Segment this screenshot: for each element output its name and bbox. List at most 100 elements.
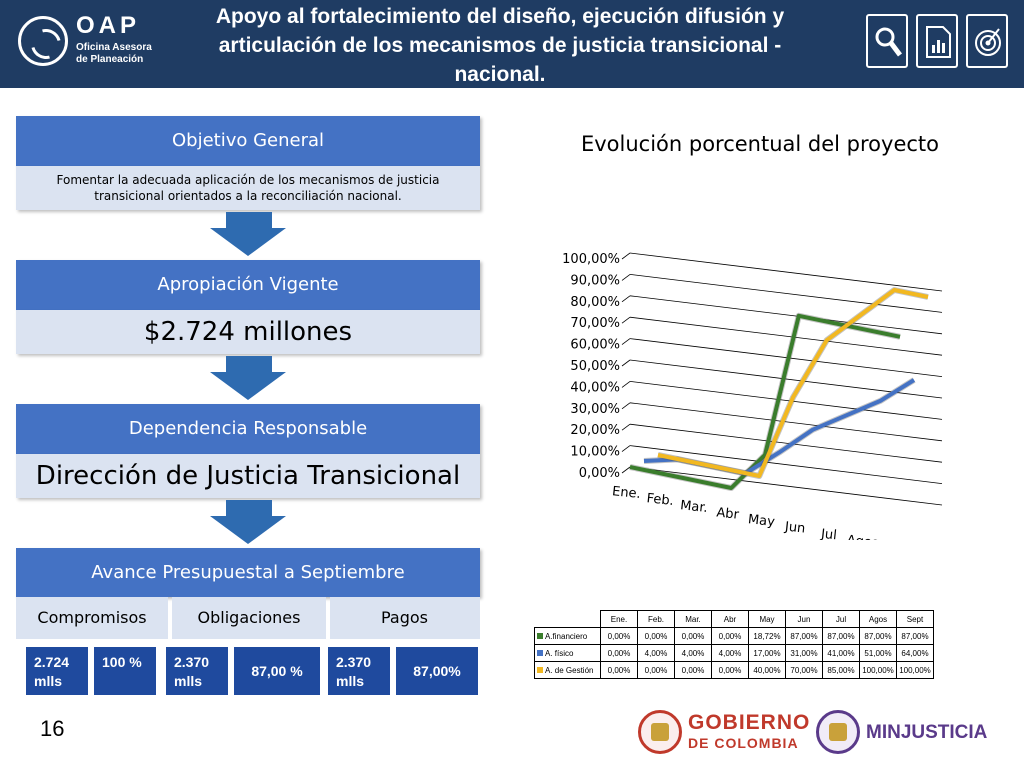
y-tick-label: 100,00% (562, 252, 620, 267)
table-cell: 4,00% (637, 644, 675, 662)
table-cell: 0,00% (711, 627, 749, 645)
legend-swatch (537, 650, 543, 657)
x-tick-label: Jun (783, 519, 806, 536)
magnifier-icon[interactable] (866, 14, 908, 68)
obligaciones-pct: 87,00 % (232, 645, 322, 697)
compromisos-value: 2.724 mlls (24, 645, 90, 697)
oap-logo-icon (18, 16, 68, 66)
dependencia-title: Dependencia Responsable (16, 404, 480, 454)
table-header-cell: Mar. (674, 610, 712, 628)
logo-main-text: OAP (76, 12, 141, 39)
series-line-a-financiero (629, 313, 901, 490)
table-header-cell: Abr (711, 610, 749, 628)
x-tick-label: Feb. (646, 491, 675, 509)
table-cell: 0,00% (600, 661, 638, 679)
y-tick-label: 10,00% (570, 445, 620, 460)
objetivo-title: Objetivo General (16, 116, 480, 166)
compromisos-pct: 100 % (92, 645, 158, 697)
table-row: A. de Gestión 0,00% 0,00% 0,00% 0,00% 40,00% 7… (534, 661, 934, 679)
y-tick-label: 40,00% (570, 380, 620, 395)
y-tick-label: 90,00% (570, 273, 620, 288)
objetivo-text: Fomentar la adecuada aplicación de los m… (16, 166, 480, 210)
gridline (629, 359, 943, 399)
table-header-cell: Jun (785, 610, 823, 628)
logo-sub-line-1: Oficina Asesora (76, 42, 152, 53)
chart-data-table: Ene. Feb. Mar. Abr May Jun Jul Agos Sept A.financ… (534, 610, 934, 679)
gridline (629, 445, 943, 484)
x-tick-label: Agos (846, 533, 879, 540)
table-row: A.financiero 0,00% 0,00% 0,00% 0,00% 18,72% 87… (534, 627, 934, 645)
y-tick-label: 60,00% (570, 338, 620, 353)
minjusticia-seal-icon (816, 710, 860, 754)
table-header-row: Ene. Feb. Mar. Abr May Jun Jul Agos Sept (535, 610, 934, 628)
gridline (629, 274, 943, 313)
table-cell: 0,00% (637, 661, 675, 679)
x-tick-label: Mar. (679, 498, 708, 516)
table-header-cell: Jul (822, 610, 860, 628)
legend-swatch (537, 667, 543, 674)
logo-sub-line-2: de Planeación (76, 54, 144, 65)
target-icon[interactable] (966, 14, 1008, 68)
table-header-cell: May (748, 610, 786, 628)
table-cell: 0,00% (637, 627, 675, 645)
gridline-side (621, 274, 631, 281)
table-cell: 0,00% (600, 644, 638, 662)
gridline-side (621, 466, 631, 474)
obligaciones-label: Obligaciones (172, 597, 326, 639)
table-cell: 40,00% (748, 661, 786, 679)
table-cell: 51,00% (859, 644, 897, 662)
x-tick-label: May (747, 512, 776, 530)
pagos-pct: 87,00% (394, 645, 480, 697)
table-cell: 0,00% (711, 661, 749, 679)
obligaciones-value: 2.370 mlls (164, 645, 230, 697)
colombia-seal-icon (638, 710, 682, 754)
gobierno-line-1: GOBIERNO (688, 711, 811, 734)
apropiacion-title: Apropiación Vigente (16, 260, 480, 310)
gridline (629, 316, 943, 356)
avance-title: Avance Presupuestal a Septiembre (16, 548, 480, 597)
gridline-side (621, 338, 631, 345)
series-shadow (657, 287, 929, 479)
pagos-value: 2.370 mlls (326, 645, 392, 697)
series-line-a-de-gesti-n (657, 288, 929, 478)
table-cell: 0,00% (600, 627, 638, 645)
y-tick-label: 20,00% (570, 423, 620, 438)
oap-logo: OAP Oficina Asesora de Planeación (14, 10, 164, 80)
report-chart-icon[interactable] (916, 14, 958, 68)
chart-title: Evolución porcentual del proyecto (580, 132, 940, 156)
gridline (629, 295, 943, 335)
table-cell: 70,00% (785, 661, 823, 679)
y-tick-label: 80,00% (570, 295, 620, 310)
table-header-cell: Agos (859, 610, 897, 628)
table-row: A. físico 0,00% 4,00% 4,00% 4,00% 17,00% 31,00… (534, 644, 934, 662)
table-cell: 0,00% (674, 627, 712, 645)
x-tick-label: Ene. (611, 484, 641, 502)
gridline (629, 423, 943, 463)
table-cell: 4,00% (674, 644, 712, 662)
table-cell: 64,00% (896, 644, 934, 662)
table-cell: 87,00% (859, 627, 897, 645)
gridline-side (621, 359, 631, 367)
gridline-side (621, 423, 631, 431)
table-cell: 85,00% (822, 661, 860, 679)
line-chart: 0,00% 10,00% 20,00% 30,00% 40,00% 50,00% 60,00… (562, 252, 943, 540)
page-title: Apoyo al fortalecimiento del diseño, eje… (215, 5, 785, 86)
table-cell: 87,00% (896, 627, 934, 645)
table-header-cell: Ene. (600, 610, 638, 628)
gridline-side (621, 316, 631, 324)
table-cell: 100,00% (859, 661, 897, 679)
table-cell: 87,00% (822, 627, 860, 645)
table-cell: 18,72% (748, 627, 786, 645)
table-cell: 100,00% (896, 661, 934, 679)
y-tick-label: 0,00% (579, 466, 620, 481)
table-header-cell: Sept (896, 610, 934, 628)
gridline-side (621, 445, 631, 452)
series-legend-cell: A. de Gestión (534, 661, 601, 679)
gridline (629, 252, 943, 292)
x-tick-label: Jul (819, 527, 837, 540)
y-tick-label: 70,00% (570, 316, 620, 331)
gobierno-line-2: DE COLOMBIA (688, 735, 799, 751)
legend-swatch (537, 633, 543, 640)
compromisos-label: Compromisos (16, 597, 168, 639)
gridline-side (621, 381, 631, 388)
